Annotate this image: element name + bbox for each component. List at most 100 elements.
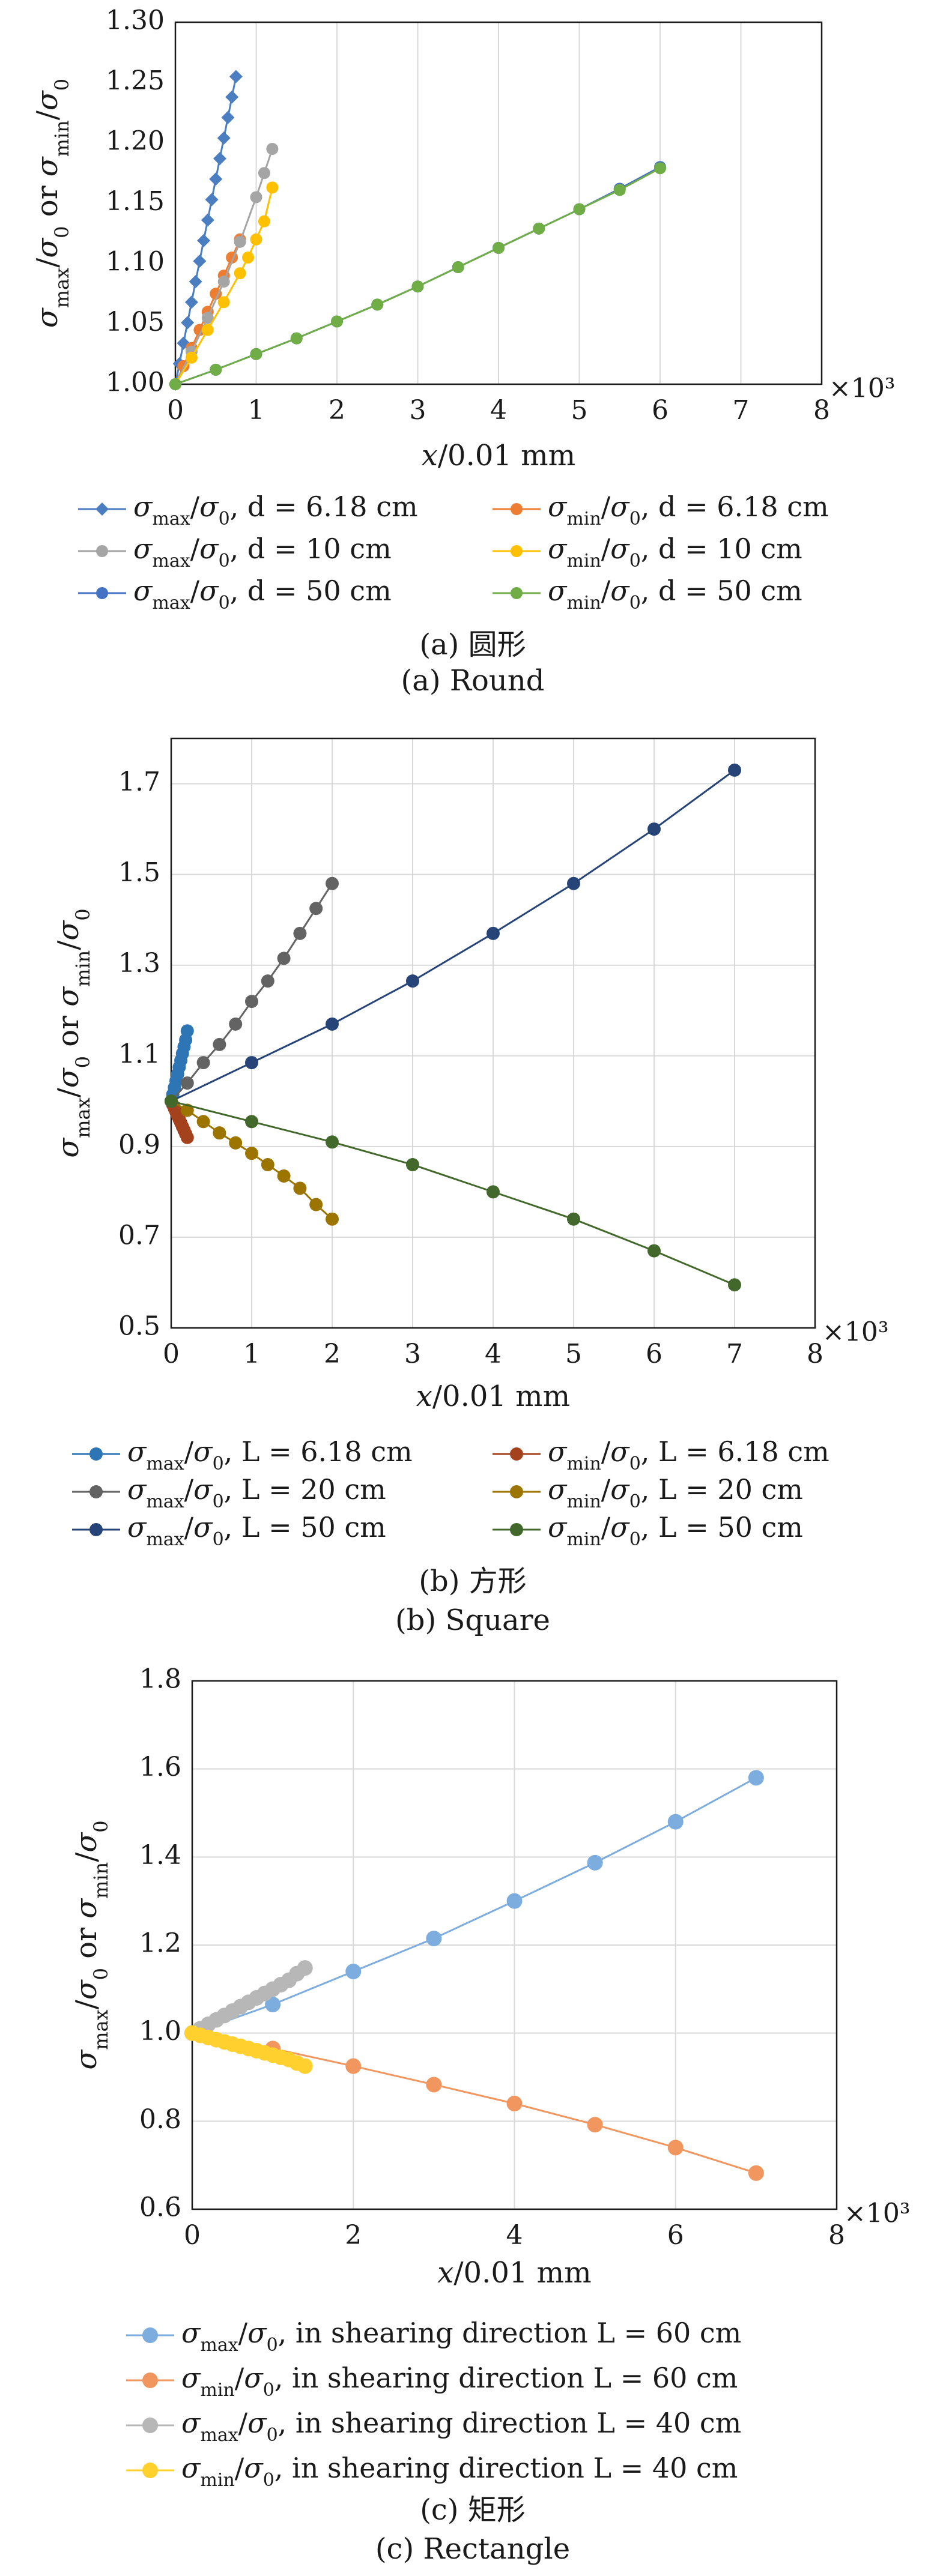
chart-b-series-3-point [213, 1126, 226, 1140]
chart-a-series-0-line [174, 76, 237, 385]
chart-b-series-4-point [487, 926, 500, 940]
chart-b-series-1-point [180, 1130, 194, 1144]
chart-b-legend-item: σmax/σ0, L = 50 cm [72, 1511, 386, 1550]
chart-b-series-4-point [647, 822, 661, 836]
chart-a-legend: σmax/σ0, d = 6.18 cm σmin/σ0, d = 6.18 cm… [78, 490, 829, 614]
legend-swatch-marker [142, 2327, 158, 2343]
legend-swatch-marker [96, 545, 108, 557]
chart-b-plot-frame [170, 737, 816, 1329]
chart-a-y-tick-label: 1.05 [106, 307, 165, 337]
chart-b-series-5-point [647, 1244, 661, 1258]
chart-a-legend-item: σmin/σ0, d = 50 cm [493, 575, 802, 614]
chart-b-y-tick-label: 1.5 [118, 857, 160, 888]
chart-a-legend-label: σmax/σ0, d = 6.18 cm [133, 490, 418, 529]
legend-swatch-marker [510, 1447, 523, 1461]
chart-a-legend-label: σmin/σ0, d = 6.18 cm [548, 490, 829, 529]
chart-b-legend-label: σmax/σ0, L = 6.18 cm [127, 1435, 413, 1474]
chart-c-series-0-point [265, 1997, 281, 2012]
chart-a-series-0-point [209, 172, 223, 186]
chart-a-series-5-point [210, 363, 222, 376]
chart-a-grid [255, 22, 742, 384]
chart-b-series-2-point [180, 1076, 194, 1090]
chart-b-series-2 [165, 876, 339, 1108]
chart-a-x-tick-label: 2 [329, 395, 345, 426]
chart-b-legend-item: σmin/σ0, L = 20 cm [493, 1473, 803, 1512]
chart-a-series-0-point [205, 193, 219, 207]
chart-c-y-tick-label: 0.8 [139, 2104, 181, 2135]
chart-c-series-0-point [426, 1931, 442, 1946]
chart-a-series-5-point [613, 184, 626, 196]
chart-b-series-2-point [293, 926, 307, 940]
chart-a-series-3-point [250, 233, 262, 246]
chart-b-y-tick-label: 1.1 [118, 1039, 160, 1069]
chart-b-series-3-point [277, 1169, 291, 1183]
chart-b-y-tick-label: 1.7 [118, 767, 160, 797]
chart-b-y-tick-label: 0.9 [118, 1129, 160, 1160]
chart-b-x-tick-label: 4 [485, 1339, 502, 1369]
chart-a-y-axis-label: σmax/σ0 or σmin/σ0 [31, 79, 73, 328]
chart-b-caption-en: (b) Square [395, 1603, 550, 1637]
chart-b-legend-label: σmin/σ0, L = 6.18 cm [548, 1435, 829, 1474]
chart-b-series-2-point [261, 974, 274, 988]
chart-b-y-tick-label: 1.3 [118, 948, 160, 979]
chart-b-series-5-point [165, 1094, 178, 1108]
chart-a-caption-en: (a) Round [401, 664, 545, 698]
chart-a-series-0 [169, 70, 243, 391]
chart-b-series-5-point [487, 1185, 500, 1199]
legend-swatch-marker [89, 1523, 103, 1536]
chart-b-series-4-point [728, 763, 741, 777]
chart-a-series-0-point [181, 316, 195, 330]
chart-c-series-1-line [192, 2032, 757, 2174]
chart-a-plot-frame [174, 21, 823, 385]
chart-c-y-tick-label: 1.2 [139, 1928, 181, 1959]
chart-c-series-0 [184, 1770, 764, 2041]
legend-swatch-marker [510, 1523, 523, 1536]
chart-b-series-5-line [171, 1100, 735, 1286]
chart-a-series-3-point [201, 324, 214, 336]
chart-b-x-multiplier: ×10³ [822, 1317, 889, 1348]
chart-b-legend-label: σmax/σ0, L = 50 cm [127, 1511, 386, 1550]
chart-c-legend-label: σmax/σ0, in shearing direction L = 60 cm [181, 2317, 741, 2356]
chart-a-series-2-point [266, 143, 279, 155]
chart-b-series-2-point [196, 1056, 210, 1070]
chart-b-legend-item: σmin/σ0, L = 6.18 cm [493, 1435, 829, 1474]
chart-b-series-3-point [245, 1147, 258, 1160]
chart-b-legend-label: σmin/σ0, L = 50 cm [548, 1511, 803, 1550]
chart-a-y-tick-label: 1.15 [106, 186, 165, 217]
chart-b-legend-item: σmin/σ0, L = 50 cm [493, 1511, 803, 1550]
chart-a-series-0-point [201, 213, 214, 227]
chart-b-series-4-point [245, 1056, 258, 1070]
chart-c-grid [192, 1681, 837, 2209]
chart-c-x-tick-label: 0 [184, 2220, 201, 2251]
chart-a-x-tick-label: 5 [571, 395, 588, 426]
chart-c-legend: σmax/σ0, in shearing direction L = 60 cm… [126, 2317, 741, 2491]
chart-a-series-2-point [258, 167, 270, 179]
chart-b-y-tick-label: 0.5 [118, 1311, 160, 1342]
chart-a-series-5-point [169, 378, 181, 390]
chart-c-series-1-point [587, 2117, 603, 2133]
chart-a-series-0-point [213, 152, 226, 166]
chart-a-series-0-point [221, 110, 235, 124]
chart-b-caption-cn: (b) 方形 [419, 1564, 526, 1598]
chart-a-series-0-point [225, 90, 239, 104]
chart-a-series-5-point [411, 280, 424, 293]
chart-b-legend-label: σmax/σ0, L = 20 cm [127, 1473, 386, 1512]
chart-b-series-2-point [277, 952, 291, 965]
legend-swatch-marker [511, 503, 523, 515]
chart-b-series-2-point [213, 1037, 226, 1051]
legend-swatch-marker [142, 2418, 158, 2433]
chart-a-legend-label: σmin/σ0, d = 50 cm [548, 575, 802, 614]
chart-c-y-tick-label: 1.8 [139, 1664, 181, 1695]
chart-a-series-5-point [371, 298, 384, 311]
chart-b-series-0-point [180, 1024, 194, 1038]
chart-b-y-axis-label: σmax/σ0 or σmin/σ0 [52, 908, 94, 1157]
chart-b-series-3-point [261, 1158, 274, 1172]
chart-b-series-2-point [309, 902, 323, 915]
chart-c-x-multiplier: ×10³ [844, 2198, 911, 2229]
chart-a-x-tick-label: 7 [733, 395, 750, 426]
chart-b-x-tick-label: 7 [726, 1339, 743, 1369]
chart-c-series-1-point [345, 2058, 362, 2074]
chart-c-x-tick-label: 6 [667, 2220, 684, 2251]
legend-swatch-marker [142, 2463, 158, 2478]
